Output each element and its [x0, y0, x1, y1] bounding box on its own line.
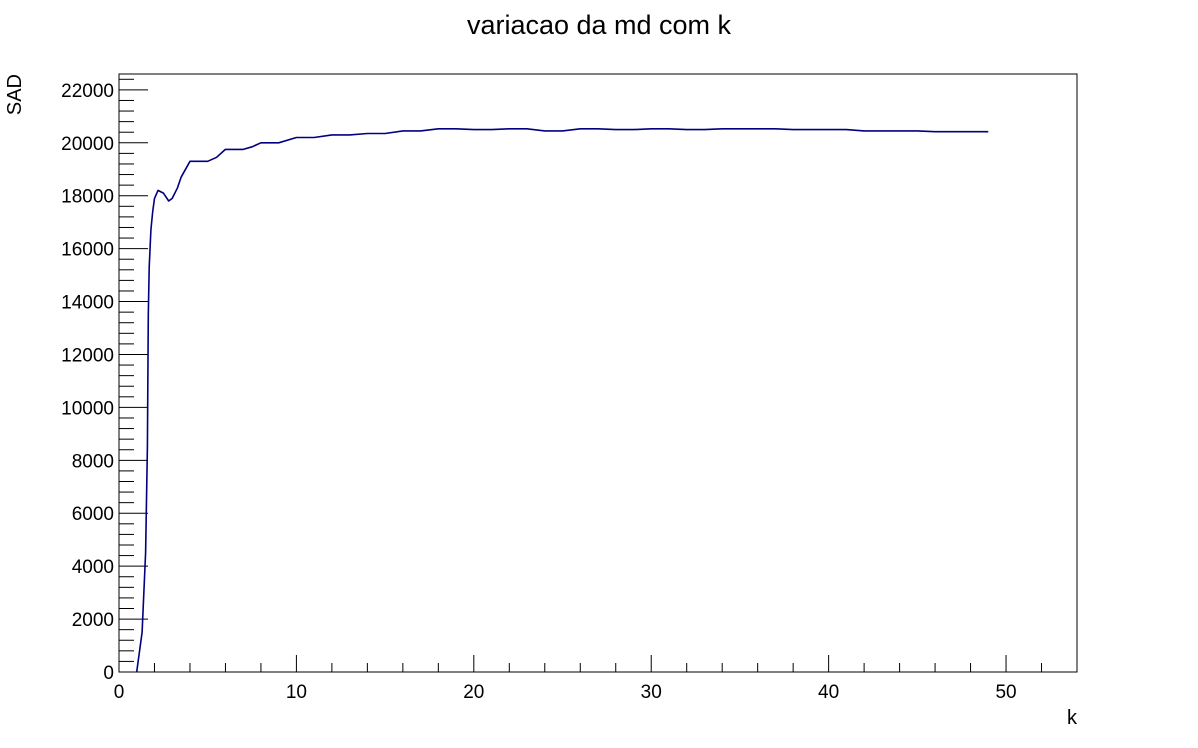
- y-tick-label: 8000: [72, 451, 114, 472]
- series-line: [135, 128, 989, 673]
- chart-title: variacao da md com k: [466, 10, 732, 40]
- y-tick-label: 0: [103, 663, 114, 684]
- y-tick-label: 10000: [61, 398, 114, 419]
- y-tick-label: 6000: [72, 504, 114, 525]
- x-tick-label: 20: [463, 682, 484, 703]
- y-tick-label: 12000: [61, 345, 114, 366]
- y-tick-label: 22000: [61, 81, 114, 102]
- x-axis-title: k: [1067, 707, 1078, 729]
- x-tick-label: 10: [286, 682, 307, 703]
- x-tick-label: 0: [114, 682, 125, 703]
- y-tick-label: 4000: [72, 557, 114, 578]
- y-axis-ticks: 0 2000 4000 6000 8000 10000 12000 14000 16000 180…: [61, 78, 148, 684]
- x-tick-label: 50: [995, 682, 1016, 703]
- y-tick-label: 14000: [61, 293, 114, 314]
- y-axis-title: SAD: [4, 74, 26, 115]
- y-tick-label: 2000: [72, 610, 114, 631]
- y-tick-label: 16000: [61, 240, 114, 261]
- y-tick-label: 20000: [61, 134, 114, 155]
- y-tick-label: 18000: [61, 187, 114, 208]
- x-tick-label: 30: [641, 682, 662, 703]
- plot-frame: [118, 73, 1078, 673]
- x-axis-ticks: 0 10 20 30 40 50: [114, 655, 1078, 703]
- x-tick-label: 40: [818, 682, 839, 703]
